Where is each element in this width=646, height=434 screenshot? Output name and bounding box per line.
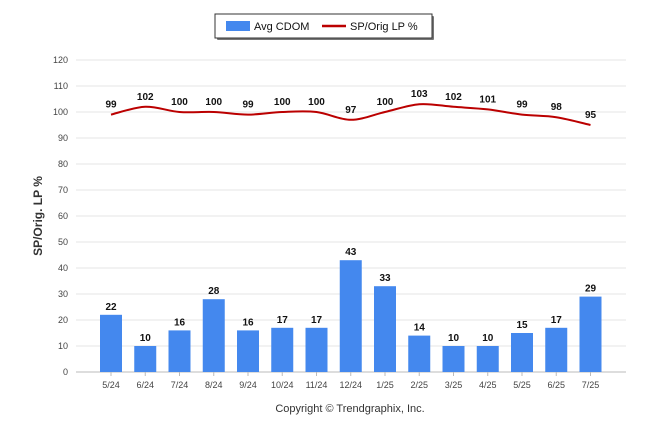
line-data-label: 100	[205, 97, 222, 108]
x-tick-label: 6/25	[547, 380, 565, 390]
y-tick-label: 40	[58, 263, 68, 273]
legend-swatch-avg-cdom	[226, 21, 250, 31]
x-tick-label: 9/24	[239, 380, 257, 390]
line-data-label: 100	[377, 97, 394, 108]
line-data-label: 95	[585, 110, 597, 121]
y-tick-label: 120	[53, 55, 68, 65]
x-tick-label: 4/25	[479, 380, 497, 390]
line-data-label: 101	[479, 94, 496, 105]
y-tick-label: 70	[58, 185, 68, 195]
bar	[579, 296, 602, 372]
line-data-label: 100	[308, 97, 325, 108]
line-data-label: 102	[445, 92, 462, 103]
x-tick-label: 5/24	[102, 380, 120, 390]
bar	[511, 333, 533, 372]
y-tick-label: 50	[58, 237, 68, 247]
x-tick-label: 2/25	[410, 380, 428, 390]
bar	[100, 314, 122, 372]
bar	[305, 327, 328, 372]
x-tick-label: 8/24	[205, 380, 223, 390]
y-tick-label: 60	[58, 211, 68, 221]
y-axis-ticks: 0 10 20 30 40 50 60 70 80 90 100 110 120	[53, 55, 68, 377]
y-tick-label: 10	[58, 341, 68, 351]
bar-data-label: 33	[379, 273, 391, 284]
data-labels: 22 10 16 28 16 17 17 43 33 14 10 10 15 17 29 99 102 100 10…	[105, 89, 596, 344]
legend-label-avg-cdom: Avg CDOM	[254, 21, 309, 33]
bar	[168, 330, 191, 372]
bar-data-label: 16	[242, 317, 254, 328]
x-tick-label: 12/24	[339, 380, 362, 390]
sp-orig-lp-line	[110, 103, 591, 126]
x-tick-label: 3/25	[445, 380, 463, 390]
bar-data-label: 10	[482, 333, 494, 344]
bar	[545, 327, 568, 372]
bar-data-label: 17	[311, 315, 323, 326]
bar	[442, 346, 465, 372]
x-tick-label: 1/25	[376, 380, 394, 390]
legend-label-sp-orig-lp: SP/Orig LP %	[350, 21, 418, 33]
line-series-sp-orig-lp	[110, 103, 591, 126]
y-tick-label: 110	[54, 81, 68, 91]
bar	[374, 286, 396, 372]
line-data-label: 103	[411, 89, 428, 100]
line-data-label: 97	[345, 105, 357, 116]
line-data-label: 100	[274, 97, 291, 108]
y-tick-label: 30	[58, 289, 68, 299]
y-tick-label: 90	[58, 133, 68, 143]
legend[interactable]: Avg CDOM SP/Orig LP %	[214, 13, 434, 40]
x-tick-label: 10/24	[271, 380, 294, 390]
bar-data-label: 28	[208, 286, 220, 297]
bar-data-label: 17	[551, 315, 563, 326]
bar-data-label: 16	[174, 317, 186, 328]
line-data-label: 99	[105, 100, 117, 111]
bar-data-label: 10	[140, 333, 152, 344]
bar	[202, 299, 225, 372]
x-tick-label: 11/24	[306, 380, 328, 390]
line-data-label: 100	[171, 97, 188, 108]
bar-series-avg-cdom	[100, 260, 602, 372]
line-data-label: 99	[242, 100, 254, 111]
x-axis-ticks: 5/24 6/24 7/24 8/24 9/24 10/24 11/24 12/24 1/25 2…	[102, 372, 599, 390]
y-tick-label: 100	[53, 107, 68, 117]
bar	[237, 330, 259, 372]
bar-data-label: 15	[516, 320, 528, 331]
bar-data-label: 29	[585, 284, 597, 295]
y-tick-label: 20	[58, 315, 68, 325]
bar	[408, 335, 431, 372]
line-data-label: 99	[516, 100, 528, 111]
bar-data-label: 43	[345, 247, 357, 258]
x-tick-label: 6/24	[136, 380, 154, 390]
y-axis-label: SP/Orig. LP %	[31, 176, 45, 256]
bar	[476, 346, 499, 372]
bar	[271, 327, 294, 372]
line-data-label: 102	[137, 92, 154, 103]
bar-data-label: 14	[414, 323, 426, 334]
bar-data-label: 10	[448, 333, 460, 344]
x-tick-label: 7/25	[582, 380, 600, 390]
copyright-text: Copyright © Trendgraphix, Inc.	[275, 403, 424, 415]
bar-data-label: 17	[277, 315, 289, 326]
bar-data-label: 22	[105, 302, 117, 313]
line-data-label: 98	[551, 102, 563, 113]
x-tick-label: 7/24	[171, 380, 189, 390]
y-tick-label: 0	[63, 367, 68, 377]
bar	[134, 346, 157, 372]
y-tick-label: 80	[58, 159, 68, 169]
bar	[339, 260, 362, 372]
x-tick-label: 5/25	[513, 380, 531, 390]
